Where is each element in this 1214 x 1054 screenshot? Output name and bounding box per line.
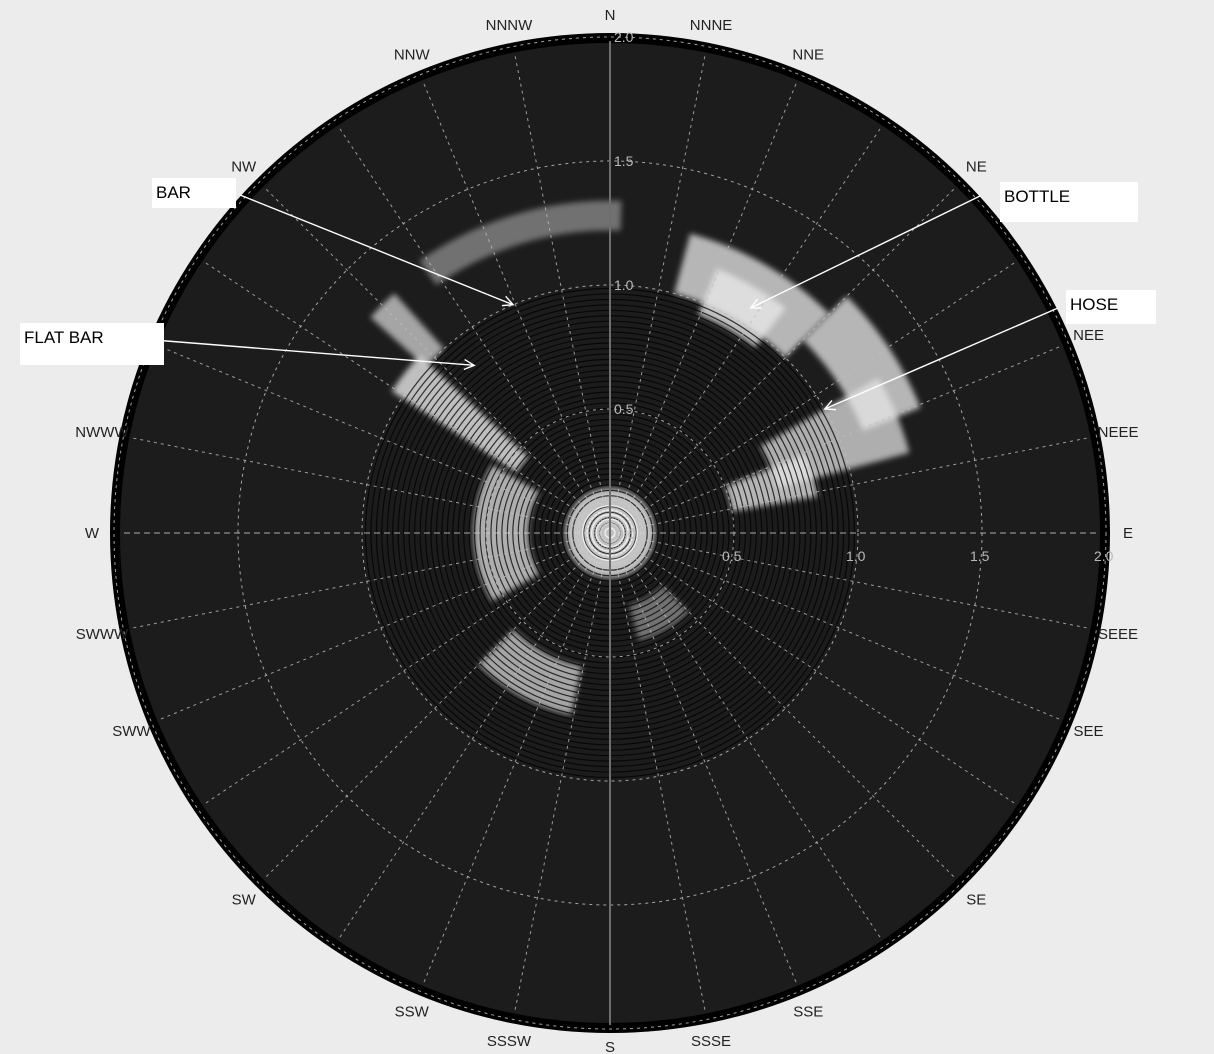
direction-label: N: [605, 7, 616, 24]
radial-grid-line: [263, 532, 611, 880]
radial-grid-line: [129, 436, 611, 534]
direction-label: NNE: [792, 46, 824, 63]
callout-label: FLAT BAR: [24, 328, 104, 347]
direction-label: SSW: [395, 1004, 430, 1021]
direction-label: NW: [231, 159, 257, 176]
callout-bar: BAR: [152, 178, 515, 307]
callout-arrowhead: [823, 399, 836, 411]
direction-label: NEEE: [1098, 424, 1139, 441]
callout-box: [20, 323, 164, 365]
direction-label: SSSE: [691, 1033, 731, 1050]
callout-arrow-line: [239, 194, 514, 306]
direction-label: E: [1123, 525, 1133, 542]
callout-label: HOSE: [1070, 295, 1118, 314]
radial-grid-line: [609, 532, 798, 986]
direction-label: NEE: [1073, 327, 1104, 344]
callout-arrowhead: [501, 295, 515, 307]
east-tick-label: 0.5: [722, 548, 742, 564]
radial-grid-line: [609, 532, 1018, 806]
direction-label: SW: [232, 891, 257, 908]
callout-arrow-line: [824, 307, 1059, 410]
callout-bottle: BOTTLE: [749, 182, 1138, 309]
radial-grid-line: [157, 345, 611, 534]
radial-grid-line: [202, 532, 611, 806]
callout-label: BOTTLE: [1004, 187, 1070, 206]
radial-grid-line: [337, 125, 611, 534]
north-tick-label: 1.5: [614, 153, 634, 169]
north-tick-label: 1.0: [614, 277, 634, 293]
direction-label: NNNW: [486, 17, 533, 34]
radial-grid-line: [129, 532, 611, 630]
callout-hose: HOSE: [823, 290, 1156, 411]
radial-grid-line: [609, 532, 707, 1014]
radial-grid-line: [609, 532, 1091, 630]
radial-grid-line: [609, 532, 1063, 721]
direction-label: SSE: [793, 1004, 823, 1021]
direction-label: W: [85, 525, 100, 542]
radial-grid-line: [157, 532, 611, 721]
radial-grid-line: [609, 186, 957, 534]
direction-label: SSSW: [487, 1033, 532, 1050]
radial-grid-line: [202, 260, 611, 534]
direction-label: SWWW: [76, 626, 129, 643]
callout-label: BAR: [156, 183, 191, 202]
range-ring: [113, 36, 1107, 1030]
range-ring: [361, 284, 859, 782]
echo-sector: [419, 200, 622, 286]
callout-arrow-line: [750, 195, 981, 309]
radial-grid-line: [513, 532, 611, 1014]
radial-grid-line: [609, 80, 798, 534]
range-ring: [485, 408, 735, 658]
radial-grid-line: [609, 52, 707, 534]
radial-grid-line: [422, 80, 611, 534]
direction-label: SE: [966, 891, 986, 908]
north-tick-label: 0.5: [614, 401, 634, 417]
callout-box: [1066, 290, 1156, 324]
callout-arrowhead: [749, 298, 762, 309]
east-tick-label: 1.5: [970, 548, 990, 564]
radial-grid-line: [337, 532, 611, 941]
callout-arrow-line: [153, 339, 475, 367]
callout-box: [152, 178, 236, 208]
direction-label: SWW: [112, 723, 151, 740]
radial-grid-line: [609, 532, 957, 880]
radial-grid-line: [422, 532, 611, 986]
echo-sector: [802, 296, 921, 431]
radial-grid-line: [609, 125, 883, 534]
radial-grid-line: [609, 532, 883, 941]
direction-label: NNNE: [690, 17, 733, 34]
direction-label: SEEE: [1098, 626, 1138, 643]
radial-grid-line: [609, 345, 1063, 534]
direction-label: SEE: [1074, 723, 1104, 740]
callout-arrowhead: [463, 358, 476, 371]
callout-flat-bar: FLAT BAR: [20, 323, 476, 371]
radial-grid-line: [609, 260, 1018, 534]
echo-sector: [698, 268, 786, 348]
radial-grid-line: [263, 186, 611, 534]
callout-box: [1000, 182, 1138, 222]
center-tick-label: 0.0: [616, 526, 636, 542]
direction-label: NNW: [394, 46, 431, 63]
direction-label: NWWW: [75, 424, 129, 441]
radial-grid-line: [609, 436, 1091, 534]
east-tick-label: 2.0: [1094, 548, 1114, 564]
direction-label: S: [605, 1039, 615, 1054]
echo-sector: [478, 629, 582, 715]
direction-label: NE: [966, 159, 987, 176]
east-tick-label: 1.0: [846, 548, 866, 564]
radial-grid-line: [513, 52, 611, 534]
north-tick-label: 2.0: [614, 29, 634, 45]
